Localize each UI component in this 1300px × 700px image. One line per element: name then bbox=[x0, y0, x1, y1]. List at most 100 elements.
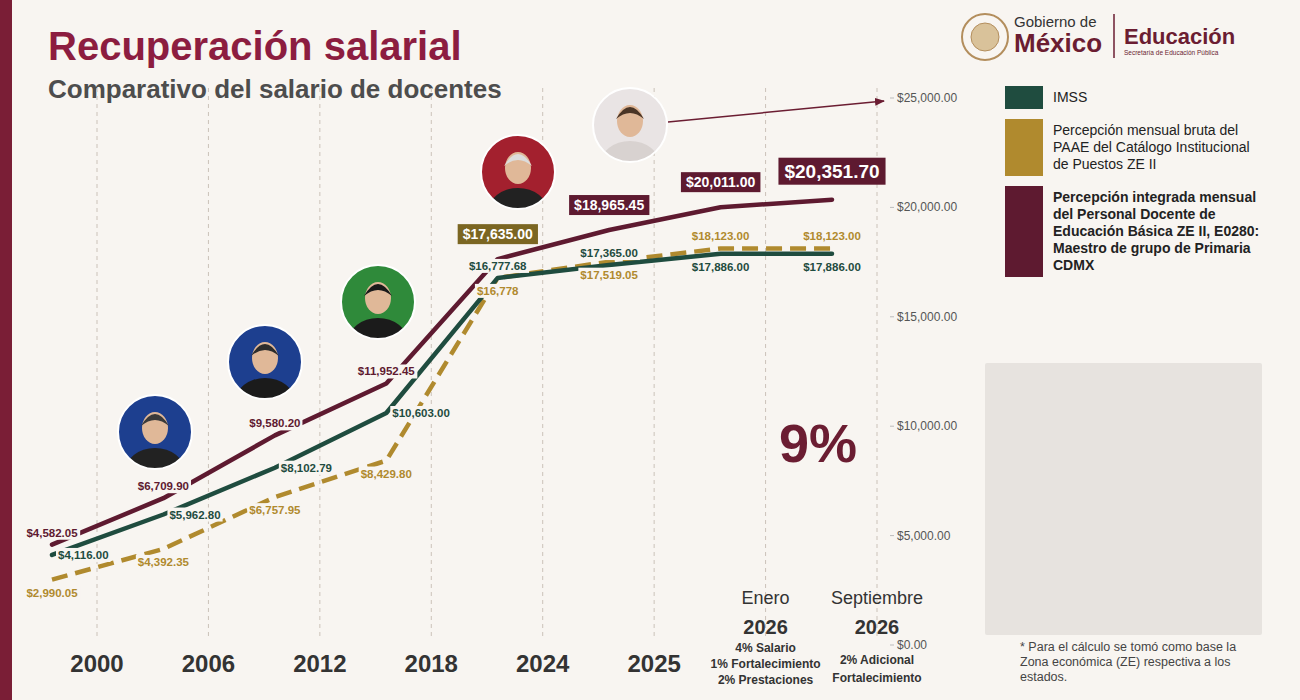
series-line bbox=[52, 249, 832, 580]
y-tick-label: $15,000.00 bbox=[897, 310, 957, 324]
data-label: $10,603.00 bbox=[390, 406, 452, 420]
data-label: $16,778 bbox=[475, 284, 521, 298]
data-label-text: $9,580.20 bbox=[249, 417, 300, 429]
data-label-text: $2,990.05 bbox=[26, 587, 78, 599]
grid-line bbox=[319, 88, 320, 640]
data-label-bg bbox=[359, 467, 414, 481]
data-label-text: $6,709.90 bbox=[138, 480, 189, 492]
data-label-bg bbox=[356, 364, 418, 378]
lines bbox=[52, 200, 832, 580]
data-label: $6,757.95 bbox=[247, 503, 303, 517]
data-label: $17,886.00 bbox=[801, 260, 863, 274]
x-tick-label-part: 2026 bbox=[855, 616, 900, 638]
logo-ministry-sub: Secretaría de Educación Pública bbox=[1124, 49, 1219, 56]
data-label-bg bbox=[279, 461, 334, 475]
data-labels: $4,116.00$5,962.80$8,102.79$10,603.00$16… bbox=[24, 158, 885, 600]
data-label: $20,011.00 bbox=[681, 172, 761, 192]
data-label-bg bbox=[475, 284, 521, 298]
page: {"chart_data": { "type": "line", "title"… bbox=[0, 0, 1300, 700]
data-label-text: $17,886.00 bbox=[803, 261, 861, 273]
data-label: $17,635.00 bbox=[458, 224, 538, 244]
data-label: $4,116.00 bbox=[56, 548, 111, 562]
legend-swatch bbox=[1005, 119, 1043, 176]
legend-label: Percepción integrada mensual del Persona… bbox=[1053, 186, 1267, 277]
data-label: $17,365.00 bbox=[578, 246, 640, 260]
data-label: $16,777.68 bbox=[467, 259, 529, 273]
y-tick-label: $20,000.00 bbox=[897, 200, 957, 214]
data-label-text: $4,392.35 bbox=[138, 556, 190, 568]
data-label-box bbox=[569, 195, 649, 215]
portrait bbox=[228, 325, 302, 426]
x-tick-label: 2006 bbox=[182, 650, 235, 677]
x-tick-label-part: Septiembre bbox=[831, 588, 923, 608]
data-label-text: $6,757.95 bbox=[249, 504, 301, 516]
portrait-head bbox=[505, 152, 531, 184]
grid-line bbox=[765, 88, 766, 640]
portrait-head bbox=[142, 412, 168, 444]
legend-label: Percepción mensual bruta del PAAE del Ca… bbox=[1053, 119, 1267, 176]
data-label-bg bbox=[690, 229, 752, 243]
data-label-bg bbox=[578, 268, 640, 282]
portrait-hair bbox=[251, 344, 279, 356]
logo: Gobierno deMéxicoEducaciónSecretaría de … bbox=[962, 13, 1235, 60]
y-tick bbox=[890, 98, 894, 99]
data-label-text: $17,519.05 bbox=[580, 269, 638, 281]
data-label: $18,123.00 bbox=[690, 229, 752, 243]
data-label-text: $10,603.00 bbox=[392, 407, 450, 419]
y-tick-label: $0.00 bbox=[897, 638, 927, 652]
data-label-text: $16,778 bbox=[477, 285, 519, 297]
category-note: 1% Fortalecimiento bbox=[711, 657, 821, 671]
portrait-ring bbox=[593, 88, 667, 162]
data-label: $6,709.90 bbox=[136, 479, 191, 493]
data-label-bg bbox=[24, 586, 80, 600]
data-label-bg bbox=[167, 508, 222, 522]
data-label: $18,123.00 bbox=[801, 229, 863, 243]
data-label-bg bbox=[578, 246, 640, 260]
data-label: $2,990.05 bbox=[24, 586, 80, 600]
data-label: $17,886.00 bbox=[690, 260, 752, 274]
data-label-text: $5,962.80 bbox=[169, 509, 220, 521]
x-tick-label: 2018 bbox=[405, 650, 458, 677]
portrait-head bbox=[365, 282, 391, 314]
emblem bbox=[962, 14, 1008, 60]
logo-line2: México bbox=[1014, 28, 1102, 58]
data-label-text: $20,351.70 bbox=[784, 161, 879, 182]
portrait-head bbox=[252, 342, 278, 374]
data-label-box bbox=[458, 224, 538, 244]
portrait bbox=[593, 88, 667, 189]
data-label-text: $4,116.00 bbox=[58, 549, 109, 561]
portrait-body bbox=[600, 141, 660, 189]
portrait-head bbox=[617, 105, 643, 137]
legend-swatch bbox=[1005, 86, 1043, 109]
portrait-hair bbox=[616, 107, 644, 119]
series-line bbox=[52, 200, 832, 545]
annotation: 9% bbox=[779, 413, 857, 473]
data-label-text: $4,582.05 bbox=[26, 527, 78, 539]
category-note: Fortalecimiento bbox=[832, 671, 921, 685]
data-label-bg bbox=[136, 479, 191, 493]
data-label-text: $17,886.00 bbox=[692, 261, 750, 273]
data-label-text: $18,123.00 bbox=[692, 230, 750, 242]
y-tick bbox=[890, 426, 894, 427]
grid-line bbox=[654, 88, 655, 640]
grid-line bbox=[431, 88, 432, 640]
category-note: 4% Salario bbox=[735, 641, 796, 655]
legend-entry: Percepción mensual bruta del PAAE del Ca… bbox=[1005, 119, 1267, 176]
data-label: $4,582.05 bbox=[24, 526, 80, 540]
y-tick-label: $10,000.00 bbox=[897, 419, 957, 433]
grid-line bbox=[208, 88, 209, 640]
data-label: $5,962.80 bbox=[167, 508, 222, 522]
portrait-hair bbox=[364, 284, 392, 296]
x-tick-label-part: 2026 bbox=[743, 616, 788, 638]
portrait-ring bbox=[481, 135, 555, 209]
portrait-hair bbox=[504, 154, 532, 166]
side-strip bbox=[0, 0, 12, 700]
x-tick-label: 2012 bbox=[293, 650, 346, 677]
data-label-text: $16,777.68 bbox=[469, 260, 527, 272]
y-tick-label: $5,000.00 bbox=[897, 529, 951, 543]
portrait bbox=[481, 135, 555, 236]
chart: Recuperación salarialComparativo del sal… bbox=[0, 0, 1300, 700]
portrait bbox=[341, 265, 415, 366]
data-label-bg bbox=[56, 548, 111, 562]
data-label-text: $11,952.45 bbox=[358, 365, 416, 377]
